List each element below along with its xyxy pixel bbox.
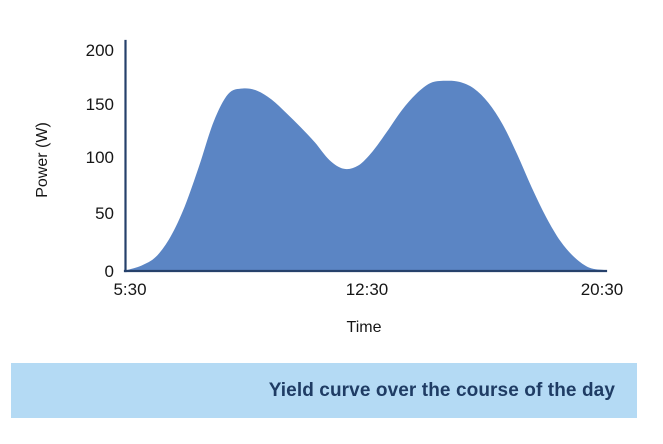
caption-text: Yield curve over the course of the day (268, 379, 615, 401)
y-tick-label-150: 150 (86, 95, 114, 114)
x-tick-label-start: 5:30 (113, 280, 146, 299)
x-axis-title: Time (347, 319, 382, 336)
x-tick-label-end: 20:30 (581, 280, 624, 299)
y-tick-label-100: 100 (86, 148, 114, 167)
y-axis-title: Power (W) (34, 122, 51, 198)
y-tick-label-50: 50 (95, 204, 114, 223)
caption-bar: Yield curve over the course of the day (11, 363, 637, 418)
y-tick-label-0: 0 (105, 262, 114, 281)
y-tick-label-200: 200 (86, 41, 114, 60)
power-area-series (127, 80, 604, 270)
power-over-time-area-chart: 200 150 100 50 0 5:30 12:30 20:30 Time P… (34, 39, 624, 336)
x-tick-label-mid: 12:30 (346, 280, 389, 299)
